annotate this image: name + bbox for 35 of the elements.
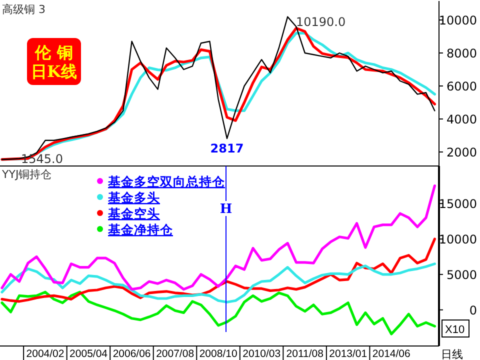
y-tick-label: 6000 — [446, 79, 477, 94]
annotation: 2817 — [210, 141, 244, 156]
line-series — [0, 262, 436, 304]
y-tick-label: 10000 — [438, 13, 477, 28]
x-tick-label: 2010/03 — [242, 348, 281, 360]
x-axis-title: 日线 — [441, 348, 463, 360]
y-tick-label: 8000 — [446, 46, 477, 60]
x-tick-label: 2005/04 — [70, 348, 108, 360]
line-series — [0, 238, 436, 303]
y-tick-label: 15000 — [438, 197, 477, 212]
annotation: 10190.0 — [296, 15, 346, 29]
y-tick-label: 0 — [469, 303, 477, 318]
x-tick-label: 2014/06 — [372, 348, 411, 360]
chart-title: 高级铜 3 — [2, 3, 46, 16]
annotation: H — [220, 202, 232, 217]
x-tick-label: 2006/06 — [112, 348, 151, 360]
legend-label: 基金净持仓 — [107, 222, 174, 237]
y-tick-label: 5000 — [446, 268, 477, 282]
y-tick-label: 4000 — [446, 112, 477, 126]
x-tick-label: 2007/08 — [156, 348, 194, 360]
legend-label: 基金多空双向总持仓 — [107, 174, 226, 189]
x-tick-label: 2008/10 — [199, 348, 238, 360]
y-tick-label: 2000 — [446, 145, 477, 160]
annotation: 1545.0 — [21, 152, 63, 166]
chart-title: YYJ铜持仓 — [1, 168, 52, 181]
annotation: 伦 铜 — [34, 43, 73, 62]
annotation: 日K线 — [31, 62, 77, 81]
x-tick-label: 2013/01 — [329, 348, 368, 360]
x-tick-label: 2011/08 — [286, 348, 324, 360]
legend-label: 基金多头 — [107, 190, 160, 205]
line-series — [0, 290, 436, 336]
legend-label: 基金空头 — [107, 206, 160, 221]
text: X10 — [445, 324, 465, 336]
x-tick-label: 2004/02 — [26, 348, 64, 360]
y-tick-label: 10000 — [438, 232, 477, 246]
